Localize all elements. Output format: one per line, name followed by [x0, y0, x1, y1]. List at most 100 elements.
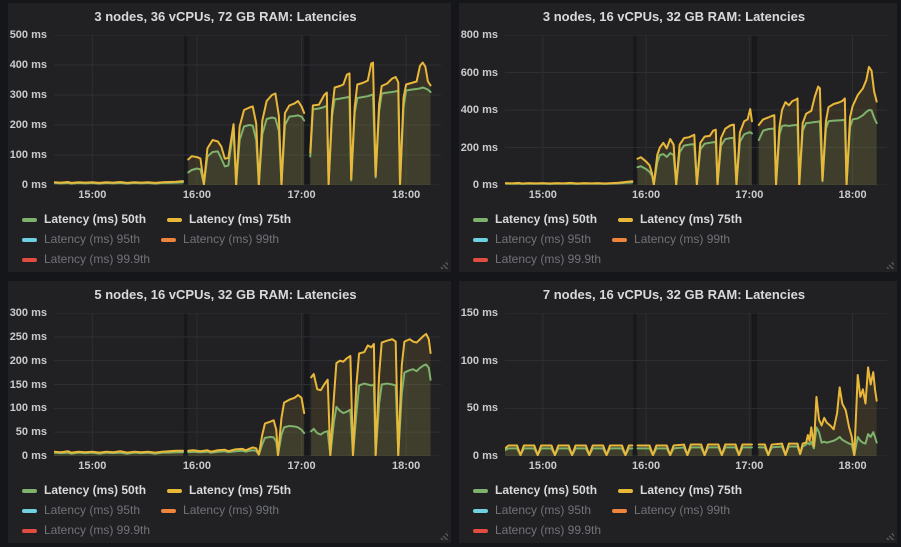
panel-7-nodes-16-vcpus: 7 nodes, 16 vCPUs, 32 GB RAM: Latencies … [459, 281, 897, 543]
x-tick-label: 15:00 [78, 460, 107, 472]
panel-title[interactable]: 5 nodes, 16 vCPUs, 32 GB RAM: Latencies [94, 287, 357, 302]
x-tick-label: 18:00 [838, 189, 867, 201]
series-color-swatch-icon [161, 508, 177, 513]
legend-label: Latency (ms) 99th [634, 503, 731, 517]
panel-title[interactable]: 3 nodes, 16 vCPUs, 32 GB RAM: Latencies [542, 9, 806, 24]
series-color-swatch-icon [612, 237, 628, 242]
legend-label: Latency (ms) 75th [189, 483, 292, 497]
panel-resize-handle[interactable] [885, 531, 894, 540]
y-tick-label: 200 ms [460, 141, 498, 154]
y-axis: 0 ms 100 ms 200 ms 300 ms 400 ms 500 ms [9, 29, 54, 191]
panel-resize-handle[interactable] [439, 260, 448, 269]
latency-graph[interactable] [54, 35, 441, 185]
legend-item[interactable]: Latency (ms) 99th [612, 231, 730, 248]
series-color-swatch-icon [473, 237, 488, 242]
legend: Latency (ms) 50th Latency (ms) 75th Latenc… [22, 482, 430, 539]
y-tick-label: 300 ms [9, 307, 47, 319]
legend-item[interactable]: Latency (ms) 50th [473, 482, 597, 499]
area-latency-75th [758, 66, 877, 185]
x-tick-label: 16:00 [182, 189, 212, 201]
y-axis: 0 ms 50 ms 100 ms 150 ms [461, 307, 505, 462]
panel-3-nodes-36-vcpus: 3 nodes, 36 vCPUs, 72 GB RAM: Latencies … [8, 3, 451, 272]
line-latency-75th [311, 334, 430, 455]
x-axis: 15:00 16:00 17:00 18:00 [54, 460, 441, 475]
legend-item[interactable]: Latency (ms) 99th [161, 502, 279, 519]
y-axis: 0 ms 200 ms 400 ms 600 ms 800 ms [460, 29, 505, 191]
legend-item[interactable]: Latency (ms) 99.9th [473, 522, 601, 539]
line-latency-75th [505, 181, 632, 183]
panel-5-nodes-16-vcpus: 5 nodes, 16 vCPUs, 32 GB RAM: Latencies … [8, 281, 451, 543]
legend-label: Latency (ms) 99.9th [495, 252, 602, 266]
line-latency-75th [188, 395, 304, 455]
area-latency-50th [310, 87, 431, 185]
y-tick-label: 250 ms [9, 330, 47, 343]
legend-item[interactable]: Latency (ms) 50th [22, 482, 146, 499]
legend-item[interactable]: Latency (ms) 75th [167, 482, 291, 499]
legend-label: Latency (ms) 99th [634, 232, 731, 246]
panel-title[interactable]: 7 nodes, 16 vCPUs, 32 GB RAM: Latencies [542, 287, 806, 302]
area-latency-75th [188, 93, 305, 185]
line-latency-75th [54, 451, 183, 453]
legend-item[interactable]: Latency (ms) 99.9th [22, 251, 150, 268]
panel-resize-handle[interactable] [439, 531, 448, 540]
y-tick-label: 0 ms [472, 450, 498, 462]
legend-item[interactable]: Latency (ms) 99.9th [22, 522, 150, 539]
legend-item[interactable]: Latency (ms) 50th [473, 211, 597, 228]
line-latency-75th [759, 367, 877, 455]
area-latency-50th [188, 425, 305, 456]
legend-label: Latency (ms) 99.9th [44, 252, 151, 266]
line-latency-75th [188, 94, 304, 185]
legend: Latency (ms) 50th Latency (ms) 75th Latenc… [22, 211, 430, 268]
legend-item[interactable]: Latency (ms) 99th [612, 502, 730, 519]
latency-graph[interactable] [505, 35, 887, 185]
y-tick-label: 400 ms [9, 59, 47, 71]
legend-label: Latency (ms) 50th [495, 483, 598, 497]
panel-resize-handle[interactable] [885, 260, 894, 269]
y-tick-label: 50 ms [15, 426, 47, 439]
x-axis: 15:00 16:00 17:00 18:00 [54, 189, 441, 204]
y-tick-label: 150 ms [460, 307, 498, 319]
y-axis: 0 ms 50 ms 100 ms 150 ms 200 ms 250 ms 300 ms [9, 307, 54, 462]
legend-item[interactable]: Latency (ms) 75th [618, 211, 742, 228]
latency-graph[interactable] [505, 313, 887, 456]
data-gap-band [183, 35, 188, 185]
legend-item[interactable]: Latency (ms) 75th [618, 482, 742, 499]
x-axis: 15:00 16:00 17:00 18:00 [505, 189, 887, 204]
legend-label: Latency (ms) 50th [44, 483, 147, 497]
area-latency-75th [188, 394, 305, 456]
series-color-swatch-icon [22, 508, 37, 513]
area-latency-50th [311, 364, 431, 456]
legend-label: Latency (ms) 95th [44, 503, 141, 517]
legend-label: Latency (ms) 95th [44, 232, 141, 246]
y-tick-label: 200 ms [9, 119, 47, 131]
legend-label: Latency (ms) 99.9th [495, 523, 602, 537]
x-tick-label: 18:00 [838, 460, 867, 472]
line-latency-75th [637, 109, 751, 184]
x-tick-label: 17:00 [287, 460, 316, 472]
y-tick-label: 200 ms [9, 354, 47, 367]
legend-label: Latency (ms) 50th [495, 212, 598, 226]
series-color-swatch-icon [22, 217, 37, 222]
legend-item[interactable]: Latency (ms) 99.9th [473, 251, 601, 268]
y-tick-label: 600 ms [460, 66, 498, 79]
legend-item[interactable]: Latency (ms) 95th [473, 502, 591, 519]
panel-title[interactable]: 3 nodes, 36 vCPUs, 72 GB RAM: Latencies [94, 9, 357, 24]
legend-item[interactable]: Latency (ms) 95th [22, 502, 140, 519]
chart-area: 0 ms 200 ms 400 ms 600 ms 800 ms [460, 29, 887, 191]
x-tick-label: 17:00 [735, 189, 764, 201]
y-tick-label: 150 ms [9, 378, 47, 391]
legend-item[interactable]: Latency (ms) 95th [22, 231, 140, 248]
line-latency-50th [637, 447, 751, 455]
legend-item[interactable]: Latency (ms) 95th [473, 231, 591, 248]
x-tick-label: 15:00 [78, 189, 107, 201]
series-color-swatch-icon [161, 237, 177, 242]
legend-item[interactable]: Latency (ms) 75th [167, 211, 291, 228]
legend-item[interactable]: Latency (ms) 50th [22, 211, 146, 228]
legend-item[interactable]: Latency (ms) 99th [161, 231, 279, 248]
legend-label: Latency (ms) 75th [640, 212, 743, 226]
latency-graph[interactable] [54, 313, 441, 456]
y-tick-label: 500 ms [9, 29, 47, 41]
x-axis: 15:00 16:00 17:00 18:00 [505, 460, 887, 475]
y-tick-label: 100 ms [9, 149, 47, 161]
legend: Latency (ms) 50th Latency (ms) 75th Latenc… [473, 482, 881, 539]
